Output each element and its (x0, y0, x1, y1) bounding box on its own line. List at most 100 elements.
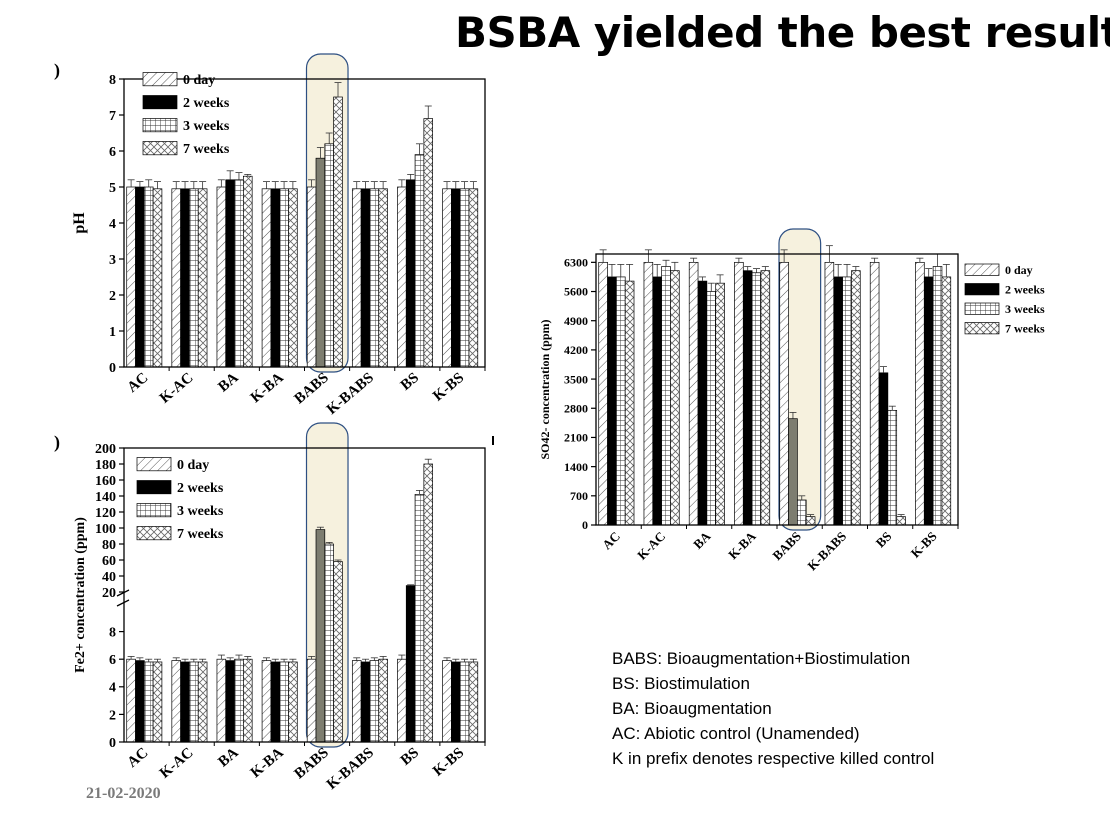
bar-fe-ac-s3 (152, 661, 163, 743)
note-bs: BS: Biostimulation (612, 674, 750, 693)
bar-fe-ac-s0 (126, 658, 136, 743)
bar-ph-k-ac-s2 (189, 188, 199, 368)
xtick-label-fe: AC (125, 745, 152, 771)
legend-swatch-fe (136, 457, 172, 472)
xtick-label-so4: K-BA (725, 528, 759, 562)
legend-swatch-ph (142, 118, 178, 133)
bar-ph-ba-s3 (243, 175, 253, 368)
bar-fe-k-bs-s0 (442, 660, 452, 743)
xtick-label-so4: AC (599, 529, 623, 553)
legend-label-so4: 7 weeks (1005, 322, 1045, 336)
legend-label-ph: 0 day (183, 73, 215, 88)
xtick-label-fe: K-BS (430, 745, 467, 780)
bar-so4-k-babs-s0 (824, 261, 835, 526)
ytick-label-ph: 4 (109, 217, 116, 232)
legend-label-fe: 7 weeks (177, 527, 224, 542)
bar-ph-ac-s2 (143, 186, 154, 368)
note-k-prefix: K in prefix denotes respective killed co… (612, 749, 935, 768)
bar-so4-k-ac-s0 (643, 261, 654, 526)
xtick-label-ph: K-BS (430, 370, 467, 405)
legend-label-so4: 3 weeks (1005, 302, 1045, 316)
bar-ph-k-babs-s1 (360, 188, 371, 368)
y-axis-label-so4: SO42- concentration (ppm) (538, 320, 552, 460)
axis-break-mark (116, 599, 130, 607)
ytick-label-so4: 4900 (564, 314, 588, 328)
bar-so4-k-ac-s2 (661, 266, 671, 526)
bar-ph-bs-s0 (397, 186, 407, 368)
bar-so4-ba-s3 (715, 282, 725, 526)
xtick-label-so4: BA (690, 528, 714, 552)
bar-fe-k-ac-s0 (171, 660, 181, 743)
bar-so4-babs-s3 (805, 516, 816, 526)
bar-ph-k-bs-s3 (468, 188, 479, 368)
legend-label-ph: 7 weeks (183, 142, 230, 157)
bar-fe-k-ba-s0 (261, 660, 272, 743)
bar-fe-k-bs-s1 (451, 661, 461, 743)
ytick-label-so4: 3500 (564, 372, 588, 386)
ytick-label-fe: 20 (102, 586, 116, 601)
bar-ph-babs-s0 (306, 186, 317, 368)
legend-label-ph: 3 weeks (183, 119, 230, 134)
bar-so4-bs-s0 (869, 261, 880, 526)
legend-swatch-so4 (964, 322, 1000, 335)
bar-so4-ac-s0 (598, 261, 608, 526)
bar-fe-ba-s2 (234, 658, 244, 743)
bar-so4-k-ba-s3 (760, 270, 771, 526)
bar-fe-k-babs-s0 (351, 660, 362, 743)
legend-label-so4: 0 day (1005, 263, 1033, 277)
xtick-label-fe: BA (215, 745, 241, 771)
legend-swatch-so4 (964, 283, 1000, 296)
xtick-label-so4: BS (873, 529, 895, 551)
bar-fe-babs-s1 (315, 529, 326, 743)
bar-fe-babs-s0 (306, 658, 317, 743)
legend-swatch-so4 (964, 263, 1000, 276)
bar-so4-k-bs-s2 (932, 266, 943, 526)
slide-title: BSBA yielded the best result (455, 8, 1110, 57)
bar-fe-bs-s2 (414, 494, 425, 743)
bar-so4-ac-s2 (616, 276, 626, 526)
xtick-label-ph: BABS (292, 370, 332, 407)
bar-so4-k-babs-s3 (851, 270, 861, 526)
legend-label-fe: 0 day (177, 458, 209, 473)
legend-swatch-fe (136, 503, 172, 518)
ytick-label-fe: 180 (95, 458, 116, 473)
panel-mark-top: ) (54, 60, 60, 80)
note-ba: BA: Bioaugmentation (612, 699, 772, 718)
bar-ph-k-bs-s0 (442, 188, 452, 368)
ytick-label-fe: 160 (95, 474, 116, 489)
bar-fe-k-babs-s1 (360, 661, 371, 743)
bar-ph-bs-s1 (405, 179, 416, 368)
bar-ph-ba-s0 (216, 186, 227, 368)
bar-so4-k-ac-s3 (670, 270, 680, 526)
bar-ph-babs-s2 (324, 143, 334, 368)
bar-ph-ac-s0 (126, 186, 136, 368)
bar-ph-k-ba-s0 (261, 188, 272, 368)
bar-so4-babs-s1 (788, 418, 798, 526)
bar-ph-k-babs-s2 (369, 188, 380, 368)
bar-ph-bs-s2 (414, 154, 425, 368)
ytick-label-so4: 4200 (564, 343, 588, 357)
ytick-label-fe: 60 (102, 554, 116, 569)
bar-fe-babs-s3 (333, 561, 343, 743)
bar-so4-k-ba-s2 (751, 272, 762, 526)
bar-ph-ac-s1 (135, 186, 145, 368)
bar-ph-bs-s3 (423, 118, 434, 368)
xtick-label-ph: BA (215, 370, 241, 396)
ytick-label-fe: 140 (95, 490, 116, 505)
ytick-label-fe: 8 (109, 626, 116, 641)
bar-so4-bs-s3 (896, 516, 906, 526)
y-axis-label-ph: pH (71, 212, 88, 234)
legend-swatch-fe (136, 480, 172, 495)
y-axis-label-fe: Fe2+ concentration (ppm) (73, 517, 88, 673)
abbreviation-notes: BABS: Bioaugmentation+Biostimulation BS:… (612, 646, 934, 771)
bar-so4-ba-s2 (706, 291, 717, 526)
bar-fe-k-ac-s3 (197, 661, 208, 743)
ytick-label-so4: 6300 (564, 256, 588, 270)
bar-so4-k-ba-s1 (742, 270, 753, 526)
bar-fe-k-babs-s2 (369, 660, 380, 743)
bar-fe-ac-s1 (135, 660, 145, 743)
xtick-label-fe: K-BA (248, 745, 287, 781)
bar-ph-k-ba-s2 (279, 188, 289, 368)
bar-fe-k-bs-s3 (468, 661, 479, 743)
xtick-label-ph: BS (398, 370, 422, 394)
